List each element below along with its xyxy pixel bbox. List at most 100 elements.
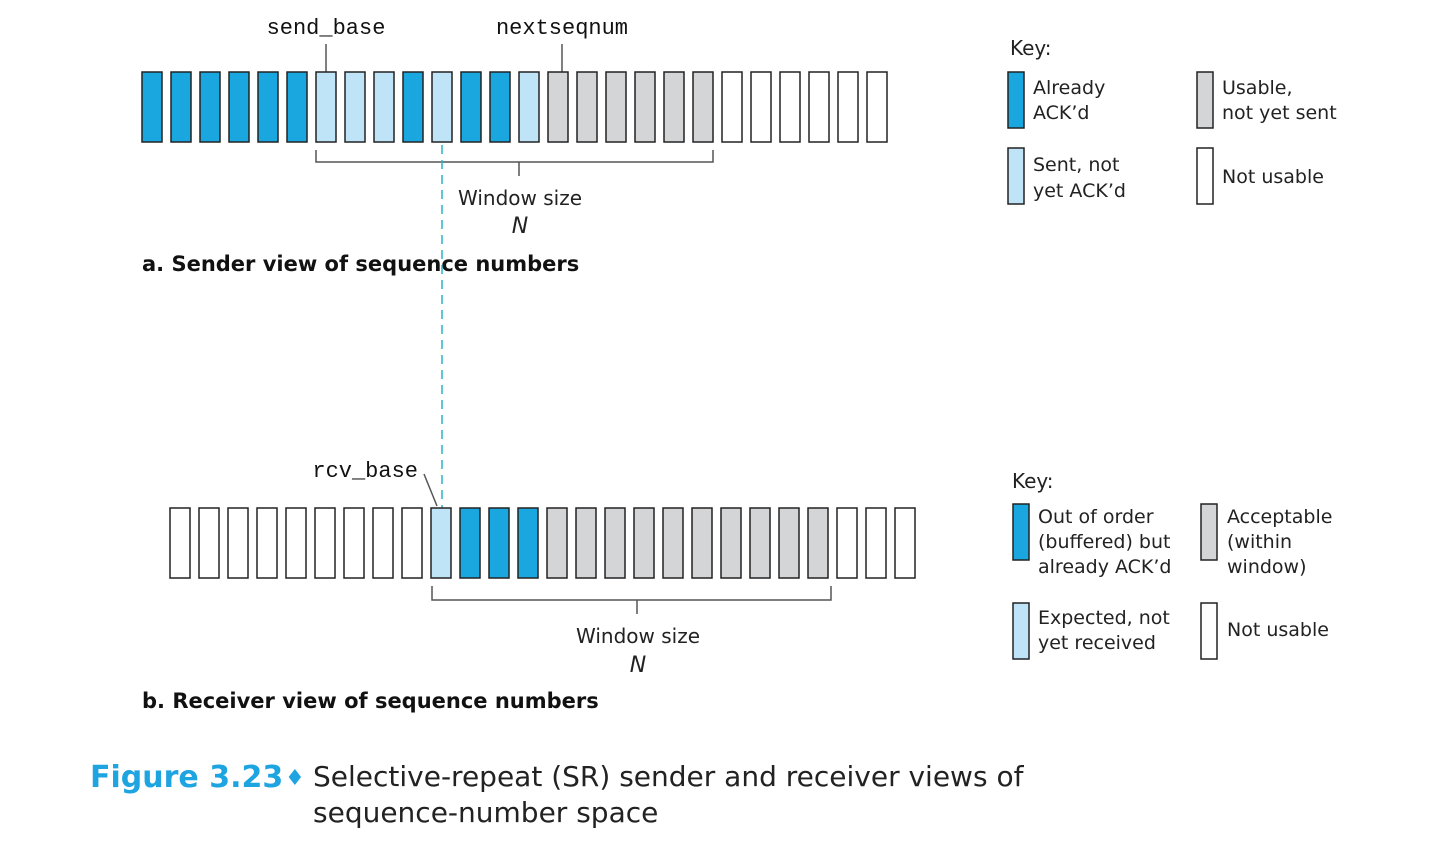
sender-cell-acked bbox=[402, 71, 424, 143]
figure-number: Figure 3.23 bbox=[90, 760, 283, 795]
sender-cell-acked bbox=[141, 71, 163, 143]
receiver-key: Key: Out of order (buffered) but already… bbox=[1012, 469, 1332, 660]
receiver-cell-usable bbox=[720, 507, 742, 579]
receiver-view: rcv_base Window size N b. Receiver view … bbox=[142, 459, 916, 713]
receiver-cell-usable bbox=[778, 507, 800, 579]
nextseqnum-label: nextseqnum bbox=[496, 16, 628, 41]
sender-key-title: Key: bbox=[1010, 36, 1052, 60]
sender-cell-usable bbox=[547, 71, 569, 143]
sender-cell-acked bbox=[286, 71, 308, 143]
receiver-cell-not-usable bbox=[314, 507, 336, 579]
key-swatch-usable-not-sent bbox=[1196, 71, 1214, 129]
sender-cell-sent bbox=[431, 71, 453, 143]
receiver-cell-acked bbox=[517, 507, 539, 579]
receiver-cell-not-usable bbox=[169, 507, 191, 579]
sender-cell-usable bbox=[634, 71, 656, 143]
key-swatch-acceptable bbox=[1200, 503, 1218, 561]
sender-cell-usable bbox=[692, 71, 714, 143]
sender-cell-sent bbox=[373, 71, 395, 143]
sender-cell-not-usable bbox=[721, 71, 743, 143]
receiver-cell-usable bbox=[749, 507, 771, 579]
sender-cell-not-usable bbox=[808, 71, 830, 143]
key-label-acceptable-3: window) bbox=[1227, 556, 1307, 578]
key-swatch-not-usable bbox=[1196, 147, 1214, 205]
key-label-usable-2: not yet sent bbox=[1222, 102, 1337, 124]
receiver-cell-acked bbox=[459, 507, 481, 579]
receiver-window-var: N bbox=[630, 653, 646, 678]
receiver-cell-not-usable bbox=[836, 507, 858, 579]
sender-cell-usable bbox=[605, 71, 627, 143]
receiver-cell-usable bbox=[807, 507, 829, 579]
receiver-sequence-cells bbox=[169, 507, 916, 579]
receiver-cell-acked bbox=[488, 507, 510, 579]
key-label-not-usable-rcv: Not usable bbox=[1227, 619, 1329, 641]
sender-window-bracket bbox=[315, 150, 714, 176]
sender-window-var: N bbox=[512, 214, 528, 239]
sender-cell-usable bbox=[663, 71, 685, 143]
receiver-cell-not-usable bbox=[285, 507, 307, 579]
send-base-label: send_base bbox=[267, 16, 386, 41]
key-label-not-usable: Not usable bbox=[1222, 166, 1324, 188]
key-label-expected-1: Expected, not bbox=[1038, 607, 1170, 629]
caption-diamond: ♦ bbox=[285, 766, 305, 791]
sender-view: send_base nextseqnum Window size N a. Se… bbox=[141, 16, 888, 276]
receiver-cell-not-usable bbox=[198, 507, 220, 579]
receiver-cell-not-usable bbox=[343, 507, 365, 579]
sender-cell-acked bbox=[460, 71, 482, 143]
receiver-cell-not-usable bbox=[865, 507, 887, 579]
receiver-cell-sent bbox=[430, 507, 452, 579]
sender-key: Key: Already ACK’d Usable, not yet sent … bbox=[1007, 36, 1337, 205]
receiver-cell-usable bbox=[691, 507, 713, 579]
key-label-usable-1: Usable, bbox=[1222, 77, 1293, 99]
key-label-already-acked-1: Already bbox=[1033, 77, 1105, 99]
key-swatch-not-usable-rcv bbox=[1200, 602, 1218, 660]
key-label-out-of-order-2: (buffered) but bbox=[1038, 531, 1170, 553]
sender-sequence-cells bbox=[141, 71, 888, 143]
receiver-cell-usable bbox=[633, 507, 655, 579]
receiver-cell-not-usable bbox=[894, 507, 916, 579]
receiver-cell-usable bbox=[662, 507, 684, 579]
key-label-out-of-order-3: already ACK’d bbox=[1038, 556, 1171, 578]
sender-cell-usable bbox=[576, 71, 598, 143]
key-label-sent-2: yet ACK’d bbox=[1033, 180, 1126, 202]
key-swatch-out-of-order bbox=[1012, 503, 1030, 561]
key-label-expected-2: yet received bbox=[1038, 632, 1156, 654]
sender-cell-acked bbox=[257, 71, 279, 143]
receiver-window-bracket bbox=[431, 586, 832, 614]
key-label-out-of-order-1: Out of order bbox=[1038, 506, 1154, 528]
sender-cell-sent bbox=[344, 71, 366, 143]
sender-heading: a. Sender view of sequence numbers bbox=[142, 252, 579, 276]
receiver-heading: b. Receiver view of sequence numbers bbox=[142, 689, 599, 713]
sender-cell-acked bbox=[199, 71, 221, 143]
receiver-cell-not-usable bbox=[401, 507, 423, 579]
caption-line-2: sequence-number space bbox=[313, 796, 658, 829]
sender-cell-not-usable bbox=[837, 71, 859, 143]
key-swatch-sent-not-acked bbox=[1007, 147, 1025, 205]
sender-window-label: Window size bbox=[458, 186, 582, 210]
rcv-base-label: rcv_base bbox=[312, 459, 418, 484]
sender-cell-not-usable bbox=[779, 71, 801, 143]
receiver-cell-not-usable bbox=[372, 507, 394, 579]
key-label-already-acked-2: ACK’d bbox=[1033, 102, 1090, 124]
sender-cell-acked bbox=[170, 71, 192, 143]
receiver-cell-usable bbox=[604, 507, 626, 579]
receiver-cell-not-usable bbox=[256, 507, 278, 579]
caption-line-1: Selective-repeat (SR) sender and receive… bbox=[313, 760, 1025, 793]
receiver-window-label: Window size bbox=[576, 624, 700, 648]
key-label-acceptable-2: (within bbox=[1227, 531, 1292, 553]
sender-cell-acked bbox=[228, 71, 250, 143]
receiver-cell-not-usable bbox=[227, 507, 249, 579]
sender-cell-sent bbox=[518, 71, 540, 143]
key-swatch-expected bbox=[1012, 602, 1030, 660]
receiver-cell-usable bbox=[575, 507, 597, 579]
sender-cell-sent bbox=[315, 71, 337, 143]
key-label-sent-1: Sent, not bbox=[1033, 154, 1119, 176]
receiver-key-title: Key: bbox=[1012, 469, 1054, 493]
sender-cell-acked bbox=[489, 71, 511, 143]
key-label-acceptable-1: Acceptable bbox=[1227, 506, 1332, 528]
sender-cell-not-usable bbox=[750, 71, 772, 143]
receiver-cell-usable bbox=[546, 507, 568, 579]
figure-caption: Figure 3.23 ♦ Selective-repeat (SR) send… bbox=[90, 760, 1025, 829]
key-swatch-already-acked bbox=[1007, 71, 1025, 129]
